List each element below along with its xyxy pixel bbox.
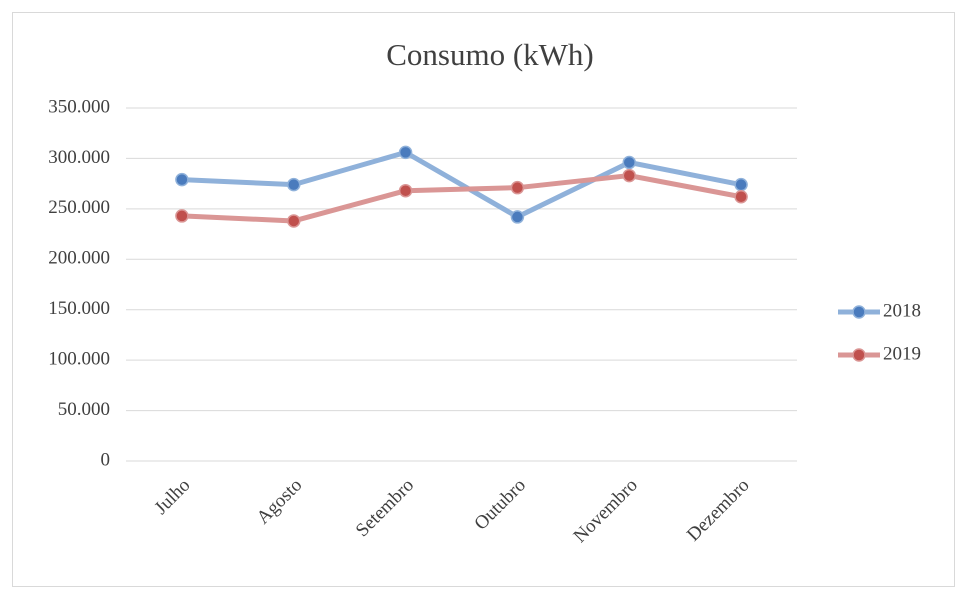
data-point [398,145,413,160]
data-point [622,155,636,170]
data-point [510,180,525,195]
legend-label: 2019 [883,343,921,364]
y-tick-label: 0 [101,449,111,470]
data-point [175,172,189,187]
legend-marker [852,348,866,362]
data-point [287,177,301,192]
y-tick-label: 300.000 [48,147,110,168]
y-tick-label: 250.000 [48,197,110,218]
data-point [175,209,189,223]
data-point [734,190,748,204]
series-line [179,149,744,220]
y-tick-label: 50.000 [58,399,110,420]
series-line [179,173,744,224]
y-tick-label: 100.000 [48,349,110,370]
data-point [734,177,748,192]
legend-marker [852,305,866,319]
data-point [622,168,636,183]
legend-label: 2018 [883,300,921,321]
y-tick-label: 150.000 [48,298,110,319]
chart-title: Consumo (kWh) [386,37,594,72]
y-tick-label: 200.000 [48,248,110,269]
data-point [510,210,525,224]
data-point [287,214,301,228]
y-tick-label: 350.000 [48,96,110,117]
data-point [398,183,413,198]
